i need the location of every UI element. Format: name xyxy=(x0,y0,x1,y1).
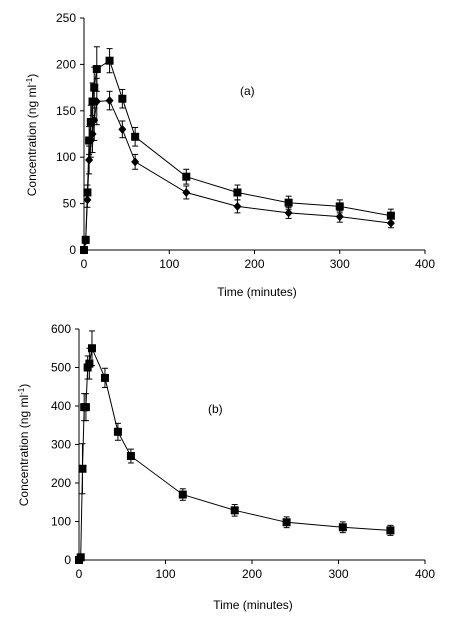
panel-a-series-1-point xyxy=(86,117,95,126)
panel-a-series-2-point xyxy=(335,212,344,222)
panel-a-series-2-point xyxy=(81,236,90,246)
panel-a-series-1-point xyxy=(105,56,114,65)
panel-a-y-tick-label: 200 xyxy=(56,57,76,71)
panel-b-series-1-point xyxy=(81,403,90,412)
panel-a-series-2-point xyxy=(131,157,140,167)
panel-b-series-1-point xyxy=(282,518,291,527)
panel-b-y-tick-label: 100 xyxy=(51,515,71,529)
panel-b-x-axis-label: Time (minutes) xyxy=(213,598,293,612)
panel-a-series-2-point xyxy=(284,208,293,218)
panel-b-y-tick-label: 200 xyxy=(51,476,71,490)
panel-a-y-tick-label: 0 xyxy=(69,243,76,257)
panel-a-y-tick-label: 100 xyxy=(56,150,76,164)
panel-b-series-1-point xyxy=(338,523,347,532)
panel-b-y-axis-label-sup: -1 xyxy=(17,387,26,395)
panel-b-y-axis-label-main: Concentration (ng ml xyxy=(17,395,31,506)
panel-b-series-1-point xyxy=(230,506,239,515)
panel-b-series-1-point xyxy=(386,526,395,535)
panel-b-y-tick-label: 0 xyxy=(64,553,71,567)
panel-b-series-1-point xyxy=(126,452,135,461)
panel-a-series-1-point xyxy=(233,188,242,197)
panel-b-y-tick-label: 500 xyxy=(51,361,71,375)
panel-a-series-2-point xyxy=(86,135,95,145)
panel-a-series-1-point xyxy=(92,65,101,74)
chart-panel-a: (a) Time (minutes) Concentration (ng ml-… xyxy=(25,11,435,299)
panel-a-x-tick-label: 400 xyxy=(415,257,435,271)
panel-b-series-1-point xyxy=(78,464,87,473)
chart-panel-b: (b) Time (minutes) Concentration (ng ml-… xyxy=(17,322,435,612)
panel-b-series-1-point xyxy=(100,373,109,382)
panel-a-series-2-point xyxy=(85,155,94,165)
panel-a-series-2-point xyxy=(83,195,92,205)
panel-b-y-axis-label: Concentration (ng ml-1) xyxy=(17,384,31,507)
panel-a-series-2-point xyxy=(105,96,114,106)
panel-b-x-tick-label: 200 xyxy=(242,567,262,581)
panel-b-y-tick-label: 600 xyxy=(51,322,71,336)
panel-b-x-tick-label: 300 xyxy=(328,567,348,581)
panel-a-series-2-line xyxy=(83,100,391,251)
panel-b-series-1-point xyxy=(113,427,122,436)
panel-a-series-2-point xyxy=(386,218,395,228)
panel-b-y-tick-label: 400 xyxy=(51,399,71,413)
panel-a-series-1-point xyxy=(131,132,140,141)
panel-a-x-tick-label: 100 xyxy=(159,257,179,271)
panel-b-label: (b) xyxy=(208,402,223,416)
panel-a-x-tick-label: 200 xyxy=(244,257,264,271)
panel-a-y-tick-label: 150 xyxy=(56,104,76,118)
panel-b-x-tick-label: 0 xyxy=(76,567,83,581)
panel-a-series-1-point xyxy=(118,94,127,103)
panel-a-x-tick-label: 300 xyxy=(330,257,350,271)
panel-b-x-tick-label: 100 xyxy=(155,567,175,581)
panel-a-y-axis-label: Concentration (ng ml-1) xyxy=(25,74,39,197)
panel-a-y-axis-label-close: ) xyxy=(25,74,39,78)
panel-b-series-1-point xyxy=(85,359,94,368)
panel-a-series-2-point xyxy=(233,201,242,211)
panel-b-x-tick-label: 400 xyxy=(415,567,435,581)
panel-a-series-2-point xyxy=(92,97,101,107)
panel-a-series-1-point xyxy=(182,172,191,181)
panel-a-series-2-point xyxy=(88,129,97,139)
panel-a-series-2-point xyxy=(90,115,99,125)
panel-b-series-1-point xyxy=(178,490,187,499)
panel-a-series-1-line xyxy=(83,59,391,251)
panel-b-series-1-point xyxy=(76,553,85,562)
panel-a-series-2-point xyxy=(80,245,88,255)
panel-a-series-2-point xyxy=(182,187,191,197)
panel-a-y-tick-label: 250 xyxy=(56,11,76,25)
panel-a-x-tick-label: 0 xyxy=(81,257,88,271)
panel-b-y-tick-label: 300 xyxy=(51,438,71,452)
panel-b-series-1-line xyxy=(78,346,391,561)
panel-a-label: (a) xyxy=(240,84,255,98)
panel-a-y-tick-label: 50 xyxy=(63,197,77,211)
panel-b-y-axis-label-close: ) xyxy=(17,384,31,388)
panel-a-series-1-point xyxy=(90,83,99,92)
panel-a-series-1-point xyxy=(335,202,344,211)
panel-a-series-1-point xyxy=(284,198,293,207)
panel-a-series-1-point xyxy=(386,211,395,220)
panel-a-series-1-point xyxy=(88,97,97,106)
panel-b-series-1-point xyxy=(87,344,96,353)
panel-a-y-axis-label-sup: -1 xyxy=(25,77,34,85)
panel-a-series-2-point xyxy=(118,124,127,134)
panel-a-x-axis-label: Time (minutes) xyxy=(217,285,297,299)
panel-a-y-axis-label-main: Concentration (ng ml xyxy=(25,85,39,196)
